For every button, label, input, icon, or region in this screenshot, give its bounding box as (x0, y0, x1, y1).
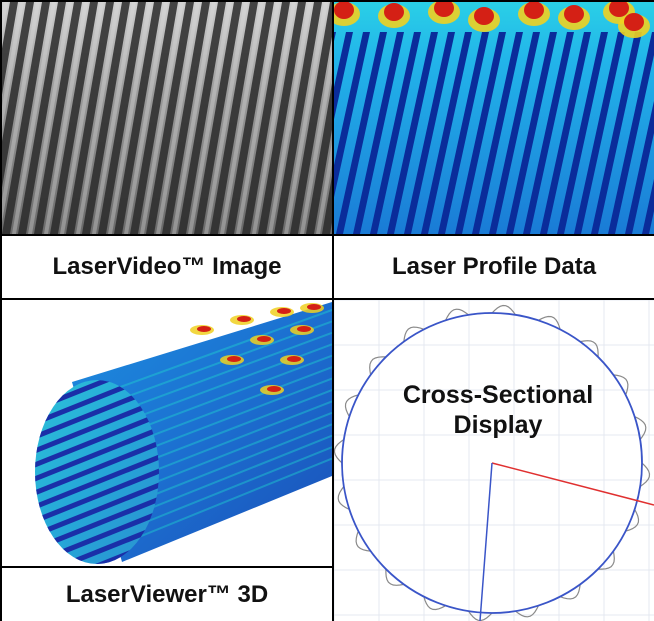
border-top (0, 0, 654, 2)
cross-title-line2: Display (453, 411, 543, 439)
laser-profile-caption: Laser Profile Data (334, 236, 654, 298)
border-left (0, 0, 2, 621)
border-row2 (0, 298, 654, 300)
red-radius-line (491, 462, 654, 506)
cross-sectional-title: Cross-Sectional Display (342, 380, 654, 440)
border-left-caption-top (0, 566, 334, 568)
grayscale-groove-image (2, 2, 332, 234)
border-row1 (0, 234, 654, 236)
cross-section-plot (334, 300, 654, 621)
laserviewer-3d-image (2, 300, 332, 566)
3d-cylinder (35, 302, 332, 564)
cross-title-line1: Cross-Sectional (402, 381, 594, 409)
laservideo-image (2, 2, 332, 234)
profile-heatmap (334, 2, 654, 234)
border-middle-vertical (332, 0, 334, 621)
laserviewer-caption: LaserViewer™ 3D (2, 568, 332, 621)
laser-profile-image (334, 2, 654, 234)
blue-radius-line (479, 462, 493, 621)
cross-sectional-display (334, 300, 654, 621)
fitted-circle (341, 312, 643, 614)
laservideo-caption: LaserVideo™ Image (2, 236, 332, 298)
